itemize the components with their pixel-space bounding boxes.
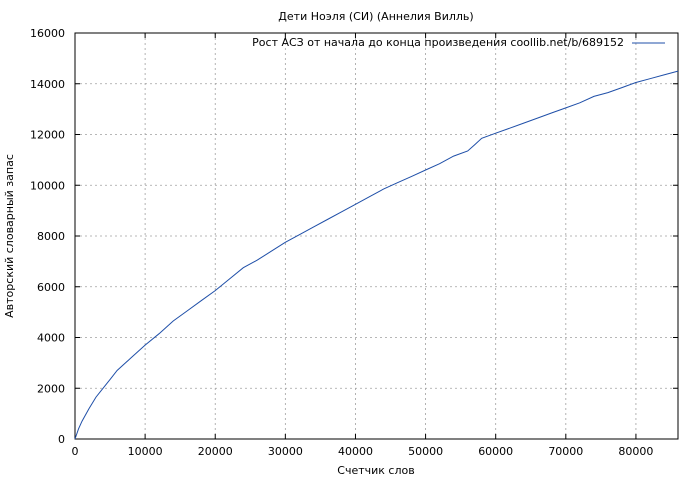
x-tick-label: 40000 [338, 445, 373, 458]
x-tick-label: 30000 [268, 445, 303, 458]
chart-title: Дети Ноэля (СИ) (Аннелия Вилль) [278, 10, 473, 23]
y-tick-label: 6000 [37, 281, 65, 294]
legend-label: Рост АСЗ от начала до конца произведения… [252, 36, 624, 49]
y-tick-label: 10000 [30, 179, 65, 192]
grid [75, 33, 678, 439]
x-tick-label: 50000 [408, 445, 443, 458]
y-tick-label: 8000 [37, 230, 65, 243]
y-tick-label: 12000 [30, 129, 65, 142]
series-line [74, 70, 679, 440]
y-axis: 0 2000 4000 6000 8000 10000 12000 14000 16000 [30, 27, 678, 446]
x-tick-label: 20000 [198, 445, 233, 458]
x-tick-label: 60000 [478, 445, 513, 458]
x-axis: 0 10000 20000 30000 40000 50000 60000 70000 8000… [72, 33, 653, 458]
y-tick-label: 14000 [30, 78, 65, 91]
x-axis-label: Счетчик слов [337, 464, 414, 477]
x-tick-label: 70000 [548, 445, 583, 458]
y-tick-label: 2000 [37, 382, 65, 395]
y-tick-label: 0 [58, 433, 65, 446]
y-tick-label: 16000 [30, 27, 65, 40]
y-axis-label: Авторский словарный запас [3, 154, 16, 318]
y-tick-label: 4000 [37, 332, 65, 345]
x-tick-label: 10000 [128, 445, 163, 458]
x-tick-label: 0 [72, 445, 79, 458]
x-tick-label: 80000 [618, 445, 653, 458]
